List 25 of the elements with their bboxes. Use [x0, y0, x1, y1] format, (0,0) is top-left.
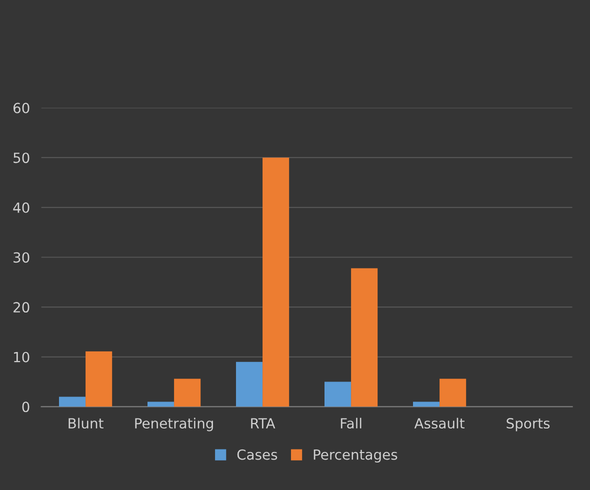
legend-label: Cases — [237, 449, 278, 460]
bar — [413, 402, 440, 407]
bar — [440, 378, 466, 407]
bar — [351, 268, 378, 407]
y-tick-label: 60 — [13, 102, 30, 114]
x-tick-label: Blunt — [68, 418, 104, 429]
y-tick-label: 20 — [14, 302, 30, 313]
x-tick-label: RTA — [251, 418, 276, 428]
y-tick-label: 40 — [13, 202, 30, 213]
bar — [324, 382, 352, 407]
bar — [262, 158, 290, 407]
bar — [236, 362, 263, 407]
y-tick-label: 50 — [14, 152, 30, 164]
bar — [148, 402, 174, 407]
bar — [59, 396, 86, 407]
bar — [86, 351, 112, 407]
x-tick-label: Assault — [414, 418, 465, 429]
y-tick-label: 30 — [14, 252, 30, 263]
bar — [174, 378, 201, 407]
x-tick-label: Sports — [506, 418, 550, 432]
x-tick-label: Fall — [340, 418, 362, 429]
y-tick-label: 10 — [14, 352, 30, 362]
legend-label: Percentages — [314, 450, 398, 463]
x-tick-label: Penetrating — [135, 418, 213, 432]
y-tick-label: 0 — [22, 402, 30, 412]
